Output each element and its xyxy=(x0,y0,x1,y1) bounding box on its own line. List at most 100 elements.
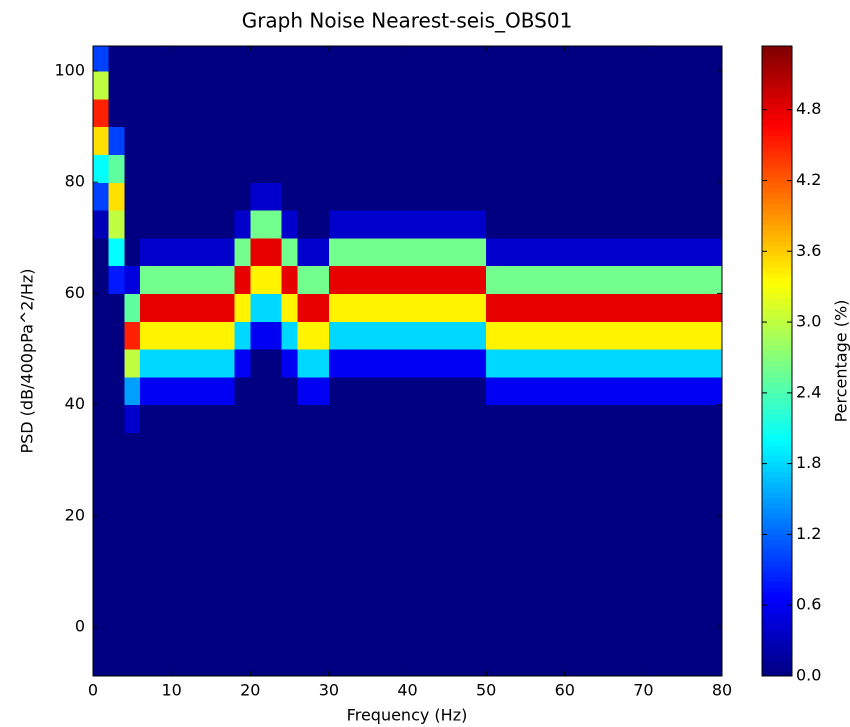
heatmap-cell xyxy=(124,265,141,295)
heatmap-cell xyxy=(360,432,377,461)
heatmap-cell xyxy=(187,488,204,517)
heatmap-cell xyxy=(344,71,361,100)
heatmap-cell xyxy=(391,265,409,295)
colorbar-swatch xyxy=(762,408,792,415)
colorbar-swatch xyxy=(762,555,792,562)
heatmap-cell xyxy=(376,237,393,267)
heatmap-cell xyxy=(360,154,377,183)
heatmap-cell xyxy=(171,182,188,211)
heatmap-cell xyxy=(250,460,267,489)
colorbar-label: Percentage (%) xyxy=(832,300,850,423)
colorbar-swatch xyxy=(762,602,792,609)
heatmap-cell xyxy=(596,349,613,378)
heatmap-cell xyxy=(108,210,126,239)
heatmap-cell xyxy=(171,404,188,434)
heatmap-cell xyxy=(517,571,534,600)
heatmap-cell xyxy=(517,126,534,156)
colorbar-swatch xyxy=(762,665,792,672)
colorbar-swatch xyxy=(762,145,792,152)
x-tick-label: 70 xyxy=(633,681,653,700)
heatmap-cell xyxy=(265,515,283,545)
heatmap-cell xyxy=(140,460,157,489)
heatmap-cell xyxy=(407,376,424,406)
heatmap-cell xyxy=(454,71,471,100)
heatmap-cell xyxy=(108,543,126,573)
heatmap-cell xyxy=(611,293,629,322)
heatmap-cell xyxy=(376,460,393,489)
heatmap-cell xyxy=(124,237,141,267)
colorbar-swatch xyxy=(762,208,792,215)
heatmap-cell xyxy=(407,321,424,350)
heatmap-cell xyxy=(281,543,299,573)
colorbar-swatch xyxy=(762,219,792,226)
heatmap-cell xyxy=(533,210,550,239)
heatmap-cell xyxy=(376,349,393,378)
heatmap-cell xyxy=(155,98,173,128)
heatmap-cell xyxy=(580,321,597,350)
heatmap-cell xyxy=(611,654,629,676)
heatmap-cell xyxy=(659,237,676,267)
heatmap-cell xyxy=(407,237,424,267)
heatmap-cell xyxy=(674,154,692,183)
heatmap-cell xyxy=(187,404,204,434)
heatmap-cell xyxy=(108,98,126,128)
heatmap-cell xyxy=(218,599,236,628)
colorbar-swatch xyxy=(762,140,792,147)
heatmap-cell xyxy=(596,265,613,295)
heatmap-cell xyxy=(517,599,534,628)
heatmap-cell xyxy=(627,349,644,378)
heatmap-cell xyxy=(234,293,251,322)
heatmap-cell xyxy=(438,293,456,322)
colorbar-swatch xyxy=(762,350,792,357)
heatmap-cell xyxy=(140,321,157,350)
heatmap-cell xyxy=(438,237,456,267)
heatmap-cell xyxy=(564,71,582,100)
colorbar-swatch xyxy=(762,214,792,220)
heatmap-cell xyxy=(171,237,188,267)
heatmap-cell xyxy=(250,376,267,406)
heatmap-cell xyxy=(187,599,204,628)
heatmap-cell xyxy=(344,627,361,656)
heatmap-cell xyxy=(643,627,660,656)
heatmap-cell xyxy=(187,654,204,676)
heatmap-cell xyxy=(313,71,330,100)
heatmap-cell xyxy=(171,71,188,100)
heatmap-cell xyxy=(218,627,236,656)
heatmap-cell xyxy=(124,98,141,128)
heatmap-cell xyxy=(234,349,251,378)
heatmap-cell xyxy=(501,210,519,239)
heatmap-cell xyxy=(486,404,503,434)
heatmap-cell xyxy=(674,321,692,350)
colorbar-tick-label: 3.6 xyxy=(796,241,821,260)
heatmap-cell xyxy=(423,404,440,434)
heatmap-cell xyxy=(93,210,110,239)
heatmap-cell xyxy=(187,376,204,406)
heatmap-cell xyxy=(203,432,220,461)
heatmap-cell xyxy=(140,126,157,156)
heatmap-cell xyxy=(391,182,409,211)
heatmap-cell xyxy=(344,154,361,183)
heatmap-cell xyxy=(486,543,503,573)
heatmap-cell xyxy=(470,46,487,72)
heatmap-cell xyxy=(313,488,330,517)
heatmap-cell xyxy=(108,237,126,267)
heatmap-cell xyxy=(93,627,110,656)
colorbar-swatch xyxy=(762,93,792,100)
heatmap-cell xyxy=(659,71,676,100)
heatmap-cell xyxy=(218,404,236,434)
heatmap-cell xyxy=(533,265,550,295)
heatmap-cell xyxy=(328,376,346,406)
heatmap-cell xyxy=(407,571,424,600)
heatmap-cell xyxy=(517,488,534,517)
heatmap-cell xyxy=(203,349,220,378)
heatmap-cell xyxy=(218,349,236,378)
colorbar-swatch xyxy=(762,450,792,457)
heatmap-cell xyxy=(407,46,424,72)
heatmap-cell xyxy=(281,321,299,350)
heatmap-cell xyxy=(627,265,644,295)
heatmap-cell xyxy=(281,293,299,322)
heatmap-cell xyxy=(124,515,141,545)
heatmap-cell xyxy=(517,71,534,100)
heatmap-cell xyxy=(344,98,361,128)
